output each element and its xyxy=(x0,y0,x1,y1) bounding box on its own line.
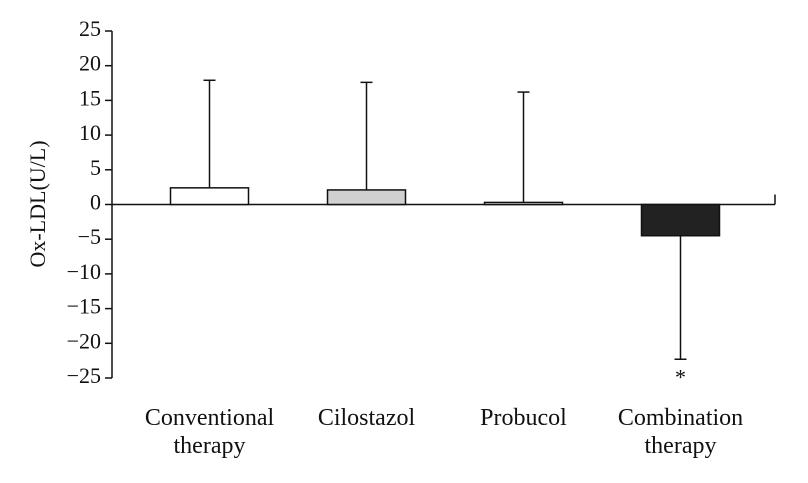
y-tick-label: −10 xyxy=(67,259,101,284)
y-tick-label: 10 xyxy=(79,120,101,145)
x-tick-label: Cilostazol xyxy=(317,405,416,431)
y-tick-label: 20 xyxy=(79,51,101,76)
bar xyxy=(326,189,407,206)
y-tick-label: 0 xyxy=(90,190,101,215)
x-tick-label: Probucol xyxy=(480,405,567,431)
x-tick-label: Conventional therapy xyxy=(144,405,275,459)
annotation: * xyxy=(675,364,686,389)
y-tick-label: −25 xyxy=(67,363,101,388)
y-axis-label: Ox-LDL(U/L) xyxy=(25,140,50,267)
y-tick-label: 15 xyxy=(79,85,101,110)
x-tick-label: Combination therapy xyxy=(617,405,744,459)
bar xyxy=(640,203,721,237)
y-tick-label: −15 xyxy=(67,294,101,319)
y-tick-label: −5 xyxy=(78,224,101,249)
y-tick-label: 5 xyxy=(90,155,101,180)
bar xyxy=(169,187,250,206)
bar xyxy=(483,201,564,206)
y-tick-label: 25 xyxy=(79,16,101,41)
y-tick-label: −20 xyxy=(67,328,101,353)
